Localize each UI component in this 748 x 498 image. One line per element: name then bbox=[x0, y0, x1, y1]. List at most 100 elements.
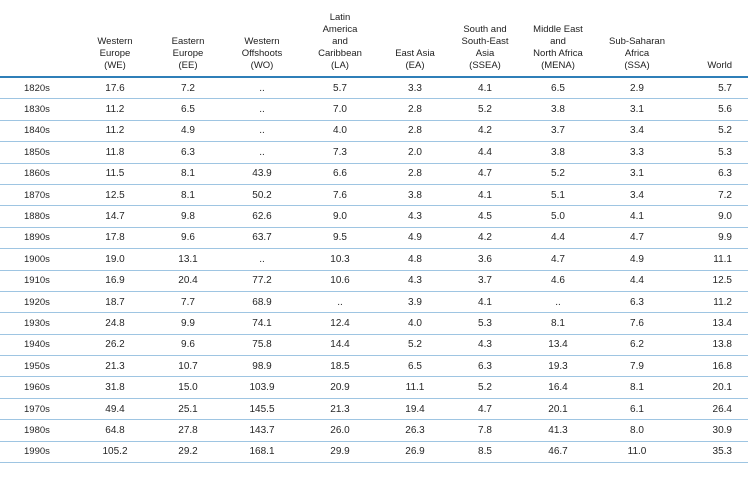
table-cell-ssea: 5.3 bbox=[450, 312, 520, 335]
column-header-wo: Western Offshoots (WO) bbox=[224, 0, 300, 77]
table-cell-wo: 63.7 bbox=[224, 227, 300, 250]
table-cell-ssea: 4.1 bbox=[450, 291, 520, 314]
table-cell-world: 5.2 bbox=[678, 120, 748, 143]
table-cell-ssa: 6.1 bbox=[596, 398, 678, 421]
table-cell-ssa: 4.4 bbox=[596, 270, 678, 292]
table-cell-la: 29.9 bbox=[300, 441, 380, 464]
row-label-decade: 1860s bbox=[0, 163, 78, 185]
table-cell-ee: 20.4 bbox=[152, 270, 224, 292]
table-cell-mena: 3.7 bbox=[520, 120, 596, 143]
column-header-line: South and bbox=[463, 24, 507, 35]
table-cell-we: 11.2 bbox=[78, 120, 152, 143]
table-cell-ssea: 6.3 bbox=[450, 355, 520, 378]
table-row: 1900s 19.0 13.1.. 10.3 4.8 3.6 4.7 4.9 11.1 bbox=[0, 248, 748, 271]
table-cell-ee: 29.2 bbox=[152, 441, 224, 464]
table-cell-mena: 46.7 bbox=[520, 441, 596, 464]
table-cell-ssea: 4.2 bbox=[450, 120, 520, 143]
row-label-decade: 1890s bbox=[0, 227, 78, 250]
table-cell-ee: 25.1 bbox=[152, 398, 224, 421]
table-cell-world: 6.3 bbox=[678, 163, 748, 185]
table-cell-we: 12.5 bbox=[78, 184, 152, 207]
table-header: Western Europe (WE) Eastern Europe (EE) Wester… bbox=[0, 0, 748, 77]
table-cell-we: 11.2 bbox=[78, 98, 152, 121]
table-cell-la: 7.0 bbox=[300, 98, 380, 121]
table-cell-la: 4.0 bbox=[300, 120, 380, 143]
table-cell-wo: 75.8 bbox=[224, 334, 300, 357]
table-cell-wo: .. bbox=[224, 120, 300, 143]
row-label-decade: 1960s bbox=[0, 376, 78, 399]
table-cell-we: 21.3 bbox=[78, 355, 152, 378]
table-cell-ee: 4.9 bbox=[152, 120, 224, 143]
table-cell-ssa: 7.6 bbox=[596, 312, 678, 335]
table-cell-ssea: 4.1 bbox=[450, 77, 520, 100]
table-cell-ssa: 3.3 bbox=[596, 141, 678, 164]
table-cell-wo: 68.9 bbox=[224, 291, 300, 314]
table-row: 1840s 11.2 4.9.. 4.0 2.8 4.2 3.7 3.4 5.2 bbox=[0, 120, 748, 143]
table-cell-ea: 26.3 bbox=[380, 419, 450, 442]
table-cell-world: 5.3 bbox=[678, 141, 748, 164]
column-header-line: Africa bbox=[624, 48, 650, 59]
table-row: 1960s 31.8 15.0 103.9 20.9 11.1 5.2 16.4 8.1 20.1 bbox=[0, 376, 748, 399]
table-cell-ea: 6.5 bbox=[380, 355, 450, 378]
column-header-line: East Asia bbox=[395, 48, 435, 59]
table-cell-world: 7.2 bbox=[678, 184, 748, 207]
column-header-line: North Africa bbox=[533, 48, 583, 59]
table-cell-mena: 5.1 bbox=[520, 184, 596, 207]
table-cell-wo: 145.5 bbox=[224, 398, 300, 421]
table-row: 1910s 16.9 20.4 77.2 10.6 4.3 3.7 4.6 4.4 12.5 bbox=[0, 270, 748, 292]
column-header-line: Latin bbox=[329, 12, 351, 23]
table-row: 1930s 24.8 9.9 74.1 12.4 4.0 5.3 8.1 7.6 13.4 bbox=[0, 312, 748, 335]
table-cell-we: 31.8 bbox=[78, 376, 152, 399]
column-header-ee: Eastern Europe (EE) bbox=[152, 0, 224, 77]
table-cell-ea: 2.0 bbox=[380, 141, 450, 164]
table-cell-ee: 9.6 bbox=[152, 334, 224, 357]
table-row: 1890s 17.8 9.6 63.7 9.5 4.9 4.2 4.4 4.7 9.9 bbox=[0, 227, 748, 250]
table-row: 1940s 26.2 9.6 75.8 14.4 5.2 4.3 13.4 6.2 13.8 bbox=[0, 334, 748, 357]
table-cell-mena: 3.8 bbox=[520, 141, 596, 164]
column-header-line: and bbox=[550, 36, 566, 47]
table-cell-la: .. bbox=[300, 291, 380, 314]
table-row: 1880s 14.7 9.8 62.6 9.0 4.3 4.5 5.0 4.1 9.0 bbox=[0, 205, 748, 228]
table-cell-ssea: 4.3 bbox=[450, 334, 520, 357]
table-cell-ea: 11.1 bbox=[380, 376, 450, 399]
table-cell-world: 11.1 bbox=[678, 248, 748, 271]
table-row: 1830s 11.2 6.5.. 7.0 2.8 5.2 3.8 3.1 5.6 bbox=[0, 98, 748, 121]
table-cell-wo: 103.9 bbox=[224, 376, 300, 399]
row-label-decade: 1940s bbox=[0, 334, 78, 357]
statistics-table: Western Europe (WE) Eastern Europe (EE) Wester… bbox=[0, 0, 748, 464]
table-row: 1820s 17.6 7.2.. 5.7 3.3 4.1 6.5 2.9 5.7 bbox=[0, 77, 748, 100]
column-header-line: Caribbean bbox=[318, 48, 362, 59]
row-label-decade: 1930s bbox=[0, 312, 78, 335]
table-cell-we: 18.7 bbox=[78, 291, 152, 314]
column-header-line: Western bbox=[244, 36, 280, 47]
table-cell-ea: 3.9 bbox=[380, 291, 450, 314]
column-header-we: Western Europe (WE) bbox=[78, 0, 152, 77]
table-cell-la: 9.5 bbox=[300, 227, 380, 250]
table-cell-la: 9.0 bbox=[300, 205, 380, 228]
table-cell-la: 10.6 bbox=[300, 270, 380, 292]
table-cell-ee: 8.1 bbox=[152, 184, 224, 207]
row-label-decade: 1990s bbox=[0, 441, 78, 464]
table-cell-world: 35.3 bbox=[678, 441, 748, 464]
row-label-decade: 1970s bbox=[0, 398, 78, 421]
column-header-line: Sub-Saharan bbox=[609, 36, 665, 47]
table-body: 1820s 17.6 7.2.. 5.7 3.3 4.1 6.5 2.9 5.7 1830s 11.… bbox=[0, 77, 748, 464]
table-cell-mena: 19.3 bbox=[520, 355, 596, 378]
table-cell-ee: 15.0 bbox=[152, 376, 224, 399]
table-cell-ssea: 4.4 bbox=[450, 141, 520, 164]
column-header-line: (EA) bbox=[405, 60, 425, 71]
column-header-line: (SSA) bbox=[624, 60, 650, 71]
table-cell-we: 49.4 bbox=[78, 398, 152, 421]
table-row: 1860s 11.5 8.1 43.9 6.6 2.8 4.7 5.2 3.1 6.3 bbox=[0, 163, 748, 185]
column-header-line: World bbox=[707, 60, 732, 71]
column-header-line: Offshoots bbox=[241, 48, 283, 59]
table-cell-la: 14.4 bbox=[300, 334, 380, 357]
table-cell-ea: 2.8 bbox=[380, 98, 450, 121]
statistics-table-container: Western Europe (WE) Eastern Europe (EE) Wester… bbox=[0, 0, 748, 464]
table-cell-la: 6.6 bbox=[300, 163, 380, 185]
table-cell-mena: 3.8 bbox=[520, 98, 596, 121]
row-label-decade: 1840s bbox=[0, 120, 78, 143]
table-cell-wo: .. bbox=[224, 77, 300, 100]
table-cell-ssa: 4.9 bbox=[596, 248, 678, 271]
table-cell-ssa: 8.1 bbox=[596, 376, 678, 399]
